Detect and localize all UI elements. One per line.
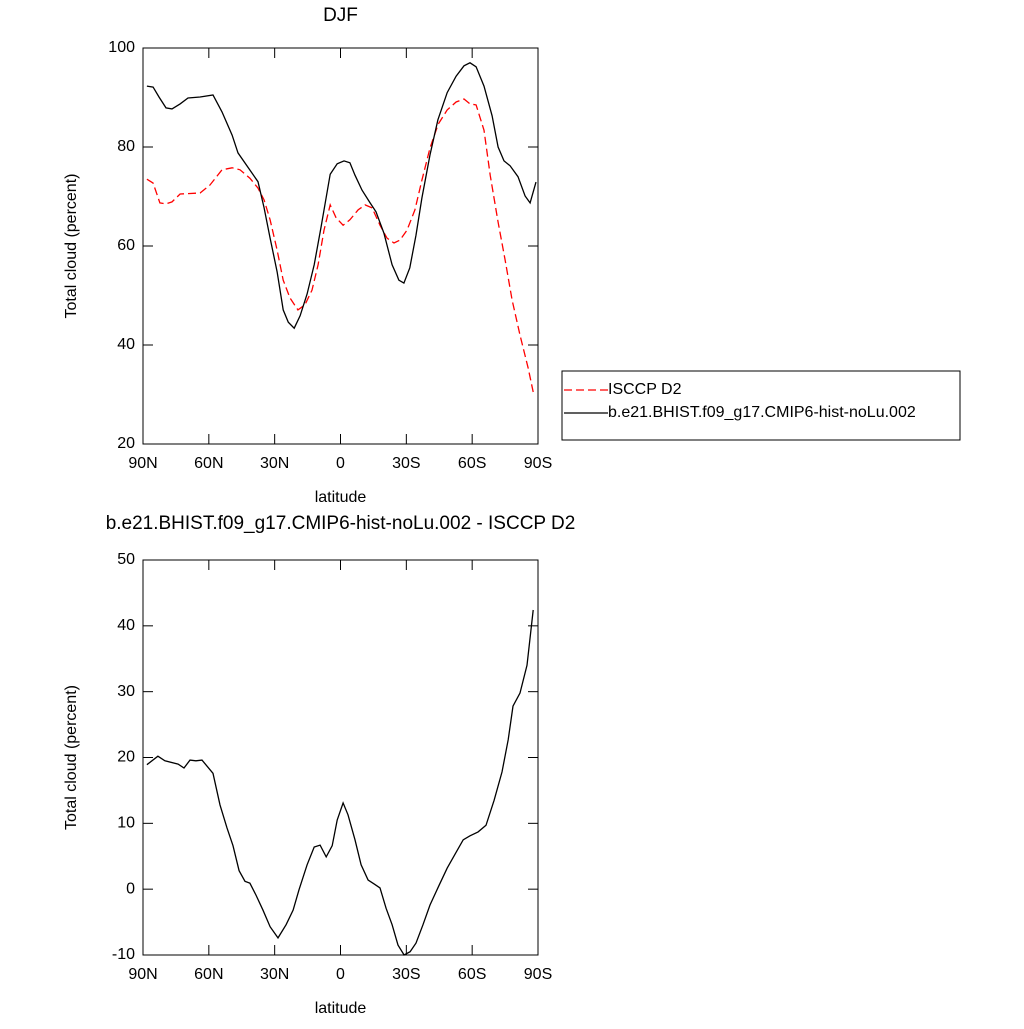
x-axis-label: latitude [315, 1000, 367, 1017]
x-tick-label: 30N [260, 455, 289, 472]
x-tick-label: 60N [194, 455, 223, 472]
y-tick-label: 10 [117, 815, 135, 832]
x-tick-label: 30S [392, 966, 420, 983]
y-tick-label: 40 [117, 336, 135, 353]
legend-label: ISCCP D2 [608, 381, 682, 398]
y-tick-label: 0 [126, 880, 135, 897]
data-line [146, 62, 537, 330]
y-tick-label: 20 [117, 749, 135, 766]
legend-box [561, 370, 961, 441]
y-tick-label: 60 [117, 237, 135, 254]
chart-title: DJF [323, 5, 358, 26]
y-tick-label: 100 [108, 39, 135, 56]
y-tick-label: 20 [117, 435, 135, 452]
y-tick-label: 30 [117, 683, 135, 700]
x-axis-label: latitude [315, 489, 367, 506]
data-line [146, 98, 534, 393]
y-tick-label: 40 [117, 617, 135, 634]
x-tick-label: 60N [194, 966, 223, 983]
x-tick-label: 30N [260, 966, 289, 983]
chart-title: b.e21.BHIST.f09_g17.CMIP6-hist-noLu.002 … [106, 513, 576, 534]
x-tick-label: 90S [524, 455, 552, 472]
x-tick-label: 60S [458, 966, 486, 983]
x-tick-label: 60S [458, 455, 486, 472]
y-axis-label: Total cloud (percent) [63, 174, 80, 319]
plot-frame [142, 559, 539, 956]
x-tick-label: 90S [524, 966, 552, 983]
data-line [146, 609, 534, 956]
x-tick-label: 90N [128, 455, 157, 472]
x-tick-label: 0 [336, 966, 345, 983]
x-tick-label: 30S [392, 455, 420, 472]
x-tick-label: 0 [336, 455, 345, 472]
x-tick-label: 90N [128, 966, 157, 983]
plot-frame [142, 47, 539, 445]
y-axis-label: Total cloud (percent) [63, 685, 80, 830]
legend-label: b.e21.BHIST.f09_g17.CMIP6-hist-noLu.002 [608, 404, 916, 421]
y-tick-label: 80 [117, 138, 135, 155]
y-tick-label: 50 [117, 551, 135, 568]
y-tick-label: -10 [112, 946, 135, 963]
